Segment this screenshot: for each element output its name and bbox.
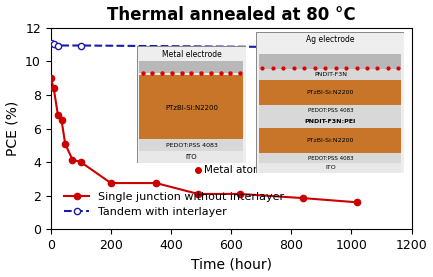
Tandem with interlayer	[301, 45, 306, 49]
X-axis label: Time (hour): Time (hour)	[191, 257, 271, 271]
Tandem with interlayer	[55, 44, 61, 47]
Tandem with interlayer	[78, 44, 84, 47]
Single junction without interlayer	[195, 192, 200, 196]
Single junction without interlayer	[108, 181, 113, 185]
Legend: Single junction without interlayer, Tandem with interlayer: Single junction without interlayer, Tand…	[60, 187, 288, 222]
Tandem with interlayer	[51, 42, 56, 45]
Text: Metal atom: Metal atom	[204, 165, 263, 175]
Tandem with interlayer	[48, 41, 53, 45]
Single junction without interlayer	[153, 181, 158, 185]
Single junction without interlayer	[51, 87, 56, 90]
Single junction without interlayer	[48, 76, 53, 80]
Single junction without interlayer	[78, 160, 84, 164]
Title: Thermal annealed at 80 °C: Thermal annealed at 80 °C	[107, 6, 355, 24]
Line: Tandem with interlayer: Tandem with interlayer	[48, 40, 361, 58]
Single junction without interlayer	[355, 201, 360, 204]
Single junction without interlayer	[70, 158, 75, 161]
Single junction without interlayer	[62, 142, 68, 145]
Single junction without interlayer	[55, 114, 61, 117]
Line: Single junction without interlayer: Single junction without interlayer	[48, 75, 361, 206]
Y-axis label: PCE (%): PCE (%)	[6, 101, 19, 156]
Single junction without interlayer	[238, 192, 243, 196]
Single junction without interlayer	[301, 196, 306, 200]
Tandem with interlayer	[355, 53, 360, 57]
Single junction without interlayer	[59, 119, 64, 122]
